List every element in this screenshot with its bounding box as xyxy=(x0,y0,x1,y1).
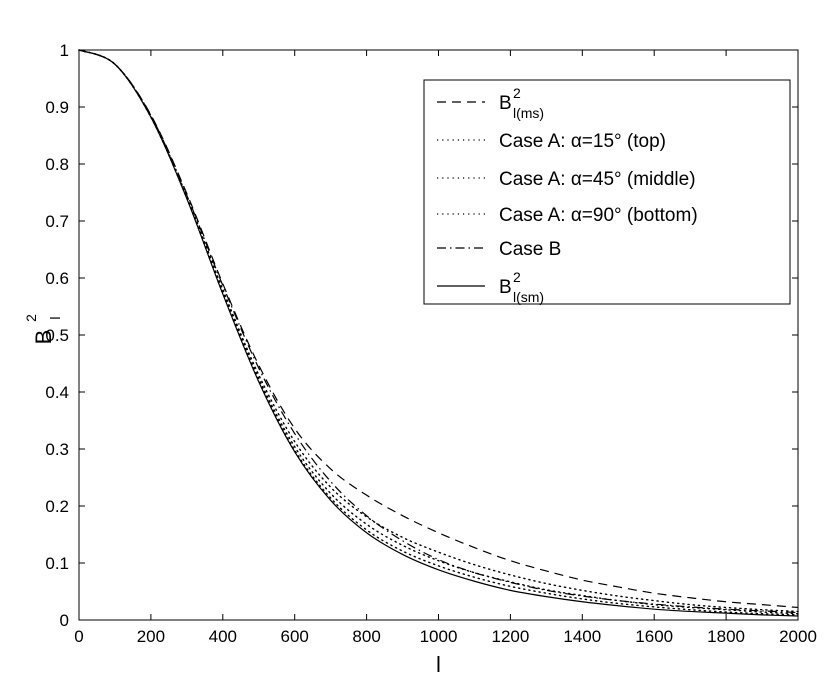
y-tick-label: 1 xyxy=(60,41,69,60)
y-axis-label: B 2 l xyxy=(23,314,63,344)
series-line-6 xyxy=(78,49,799,617)
y-tick-label: 0.1 xyxy=(45,554,69,573)
ticks-layer: 0 200 400 600 800 1000 1200 1400 1600 1800 2000 0 0.… xyxy=(45,41,817,646)
y-tick-label: 0.9 xyxy=(45,98,69,117)
x-tick-label: 1000 xyxy=(420,627,458,646)
series-line-2 xyxy=(78,49,799,613)
y-tick-label: 0 xyxy=(60,611,69,630)
y-axis-label-subscript: l xyxy=(47,316,63,319)
legend-label-6: B xyxy=(499,277,512,298)
series-line-4 xyxy=(78,49,799,616)
legend-label-1-sup: 2 xyxy=(513,85,521,101)
x-tick-label: 800 xyxy=(352,627,380,646)
y-tick-label: 0.4 xyxy=(45,383,69,402)
legend-label-1: B xyxy=(499,93,512,114)
x-tick-label: 1400 xyxy=(563,627,601,646)
y-axis-label-base: B xyxy=(31,330,56,345)
y-tick-label: 0.3 xyxy=(45,440,69,459)
x-tick-label: 400 xyxy=(209,627,237,646)
x-tick-label: 1600 xyxy=(635,627,673,646)
x-tick-label: 0 xyxy=(74,627,83,646)
x-tick-label: 600 xyxy=(281,627,309,646)
series-line-5 xyxy=(78,49,799,614)
series-line-1 xyxy=(78,49,799,609)
legend-label-1-sub: l(ms) xyxy=(513,105,544,121)
y-tick-label: 0.6 xyxy=(45,269,69,288)
legend: B 2l(ms)Case A: α=15° (top)Case A: α=45° … xyxy=(423,79,791,305)
legend-label-6-sub: l(sm) xyxy=(513,289,544,305)
x-tick-label: 1800 xyxy=(707,627,745,646)
y-tick-label: 0.2 xyxy=(45,497,69,516)
x-tick-label: 200 xyxy=(137,627,165,646)
legend-label-4: Case A: α=90° (bottom) xyxy=(499,205,698,226)
legend-label-6-sup: 2 xyxy=(513,269,521,285)
legend-label-3: Case A: α=45° (middle) xyxy=(499,169,696,190)
legend-box xyxy=(423,79,791,305)
x-axis-label: l xyxy=(436,652,441,677)
y-tick-label: 0.8 xyxy=(45,155,69,174)
x-tick-label: 2000 xyxy=(779,627,817,646)
y-axis-label-superscript: 2 xyxy=(23,314,39,322)
legend-label-2: Case A: α=15° (top) xyxy=(499,131,666,152)
legend-label-5: Case B xyxy=(499,239,561,260)
series-layer xyxy=(78,49,799,617)
x-tick-label: 1200 xyxy=(491,627,529,646)
legend-entries: B 2l(ms)Case A: α=15° (top)Case A: α=45° … xyxy=(437,85,698,305)
y-tick-label: 0.7 xyxy=(45,212,69,231)
y-tick-label: 0.5 xyxy=(45,326,69,345)
